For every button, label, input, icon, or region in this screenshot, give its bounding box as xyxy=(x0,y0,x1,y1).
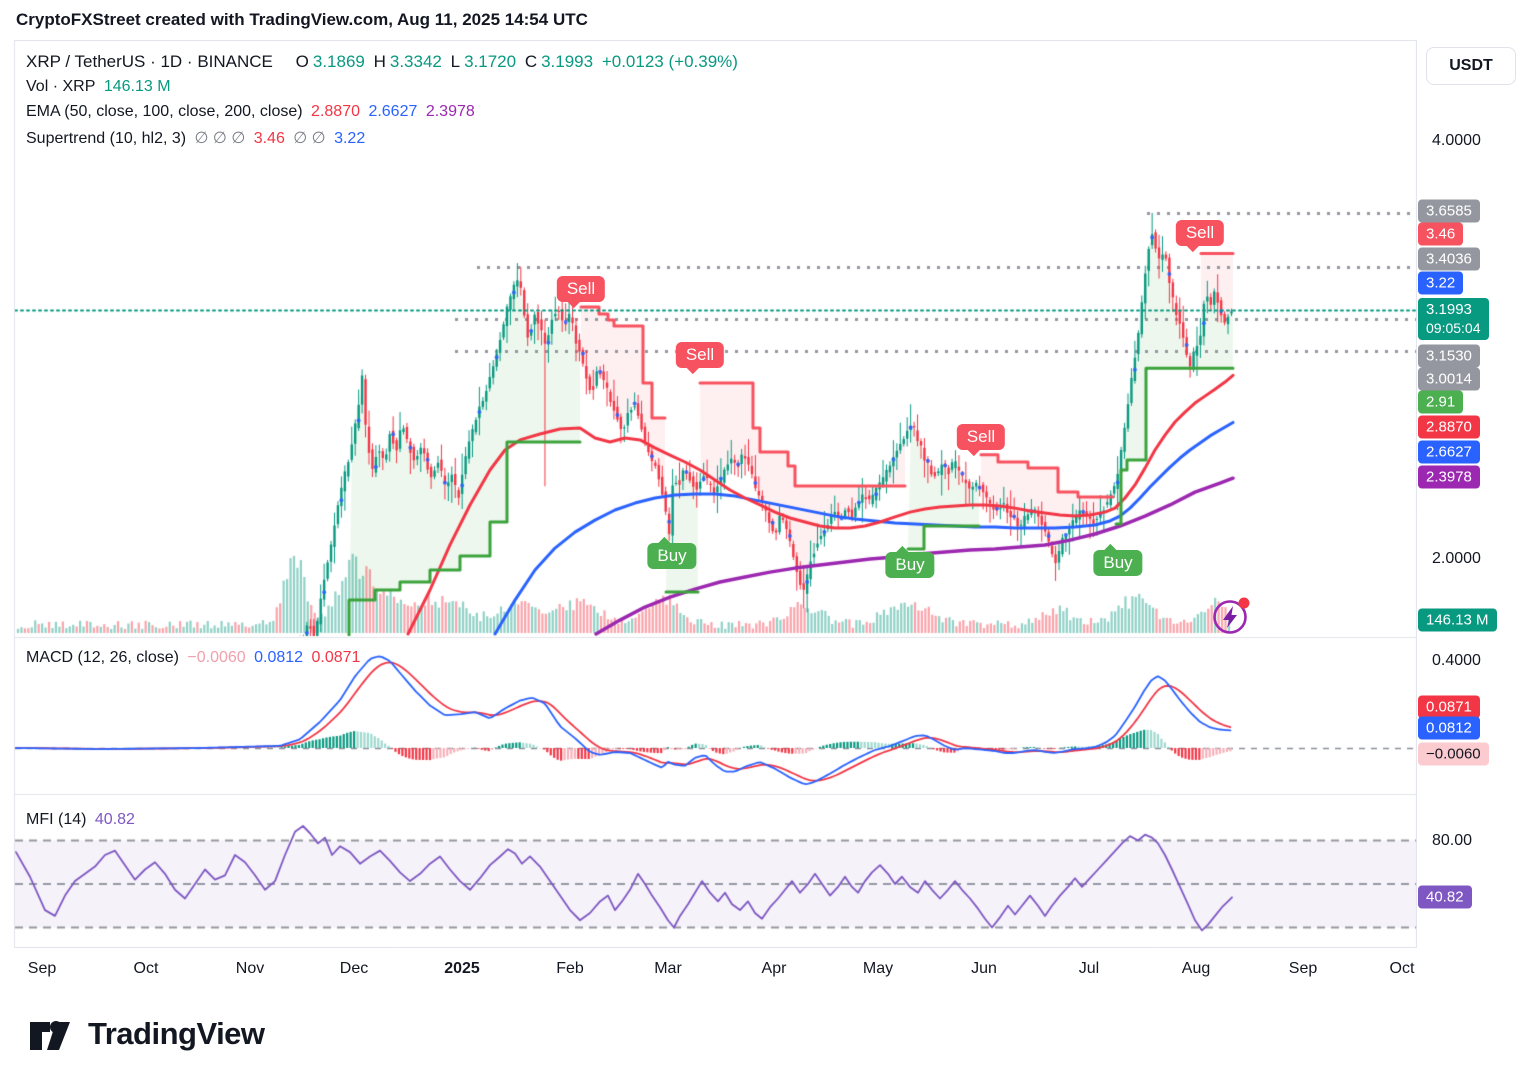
ema-label[interactable]: EMA (50, close, 100, close, 200, close) xyxy=(26,103,303,120)
macd-signal-value: 0.0871 xyxy=(311,649,361,666)
supertrend-empty-icons: ∅ ∅ xyxy=(293,130,326,147)
supertrend-buy-level: 3.22 xyxy=(334,130,366,147)
price-label: −0.0060 xyxy=(1418,742,1489,766)
ema100-value: 2.6627 xyxy=(368,103,418,120)
mfi-legend: MFI (14) 40.82 xyxy=(26,811,139,829)
low-label: L xyxy=(450,52,461,71)
macd-hist-value: −0.0060 xyxy=(187,649,246,666)
month-label: Mar xyxy=(654,960,682,977)
volume-legend: Vol · XRP 146.13 M xyxy=(26,78,175,96)
price-label: 3.22 xyxy=(1418,271,1464,295)
axis-tick: 0.4000 xyxy=(1432,652,1481,669)
mfi-label[interactable]: MFI (14) xyxy=(26,811,87,828)
mfi-value: 40.82 xyxy=(94,811,135,828)
buy-marker: Buy xyxy=(1093,550,1143,576)
price-label: 3.1993 09:05:04 xyxy=(1418,298,1489,340)
month-label: May xyxy=(862,960,894,977)
ema200-value: 2.3978 xyxy=(425,103,475,120)
price-label: 0.0812 xyxy=(1418,716,1480,740)
month-label: Jul xyxy=(1078,960,1100,977)
sell-marker: Sell xyxy=(1175,220,1225,246)
tradingview-wordmark: TradingView xyxy=(88,1016,265,1051)
month-label: Oct xyxy=(133,960,159,977)
buy-marker: Buy xyxy=(885,552,935,578)
month-label: Nov xyxy=(235,960,265,977)
macd-label[interactable]: MACD (12, 26, close) xyxy=(26,649,179,666)
close-value: 3.1993 xyxy=(541,52,594,71)
price-label: 3.4036 xyxy=(1418,247,1480,271)
price-label: 3.1530 xyxy=(1418,344,1480,368)
volume-value: 146.13 M xyxy=(103,78,171,95)
time-axis[interactable]: Sep Oct Nov Dec 2025 Feb Mar Apr May Jun Jul Aug Sep… xyxy=(0,948,1417,993)
change-value: +0.0123 (+0.39%) xyxy=(601,52,738,71)
supertrend-empty-icons: ∅ ∅ ∅ xyxy=(194,130,246,147)
price-label: 2.91 xyxy=(1418,390,1464,414)
month-label: 2025 xyxy=(444,960,480,977)
volume-label[interactable]: Vol · XRP xyxy=(26,78,96,95)
month-label: Feb xyxy=(556,960,584,977)
symbol-title[interactable]: XRP / TetherUS · 1D · BINANCE xyxy=(26,52,273,71)
sell-marker: Sell xyxy=(956,424,1006,450)
high-label: H xyxy=(373,52,386,71)
month-label: Dec xyxy=(339,960,369,977)
supertrend-legend: Supertrend (10, hl2, 3) ∅ ∅ ∅ 3.46 ∅ ∅ 3… xyxy=(26,128,369,148)
month-label: Aug xyxy=(1181,960,1211,977)
flash-ideas-icon[interactable] xyxy=(1208,592,1254,643)
month-label: Apr xyxy=(761,960,787,977)
price-label: 3.46 xyxy=(1418,222,1464,246)
buy-marker: Buy xyxy=(647,543,697,569)
open-label: O xyxy=(295,52,309,71)
price-label: 0.0871 xyxy=(1418,695,1480,719)
sell-marker: Sell xyxy=(675,342,725,368)
price-label: 3.6585 xyxy=(1418,199,1480,223)
low-value: 3.1720 xyxy=(464,52,517,71)
tradingview-logo-icon xyxy=(30,1021,70,1050)
axis-tick: 4.0000 xyxy=(1432,132,1481,149)
open-value: 3.1869 xyxy=(312,52,365,71)
sell-marker: Sell xyxy=(556,276,606,302)
currency-toggle-button[interactable]: USDT xyxy=(1426,47,1516,85)
month-label: Sep xyxy=(27,960,57,977)
price-label: 3.0014 xyxy=(1418,367,1480,391)
price-scale[interactable]: USDT 4.0000 2.0000 0.4000 80.00 3.6585 3.46 3.… xyxy=(1417,40,1536,993)
axis-tick: 2.0000 xyxy=(1432,550,1481,567)
supertrend-sell-level: 3.46 xyxy=(253,130,285,147)
axis-tick: 80.00 xyxy=(1432,832,1473,849)
month-label: Jun xyxy=(971,960,997,977)
ema50-value: 2.8870 xyxy=(311,103,360,120)
macd-legend: MACD (12, 26, close) −0.0060 0.0812 0.08… xyxy=(26,649,364,667)
price-label: 146.13 M xyxy=(1418,608,1497,632)
price-label: 2.8870 xyxy=(1418,415,1480,439)
month-label: Sep xyxy=(1288,960,1318,977)
price-label: 2.6627 xyxy=(1418,440,1480,464)
month-label: Oct xyxy=(1389,960,1415,977)
ema-legend: EMA (50, close, 100, close, 200, close) … xyxy=(26,103,479,121)
price-label: 40.82 xyxy=(1418,885,1472,909)
close-label: C xyxy=(524,52,538,71)
footer-brand[interactable]: TradingView xyxy=(26,1010,265,1058)
macd-line-value: 0.0812 xyxy=(254,649,304,666)
price-label: 2.3978 xyxy=(1418,465,1480,489)
high-value: 3.3342 xyxy=(389,52,442,71)
supertrend-label[interactable]: Supertrend (10, hl2, 3) xyxy=(26,130,187,147)
